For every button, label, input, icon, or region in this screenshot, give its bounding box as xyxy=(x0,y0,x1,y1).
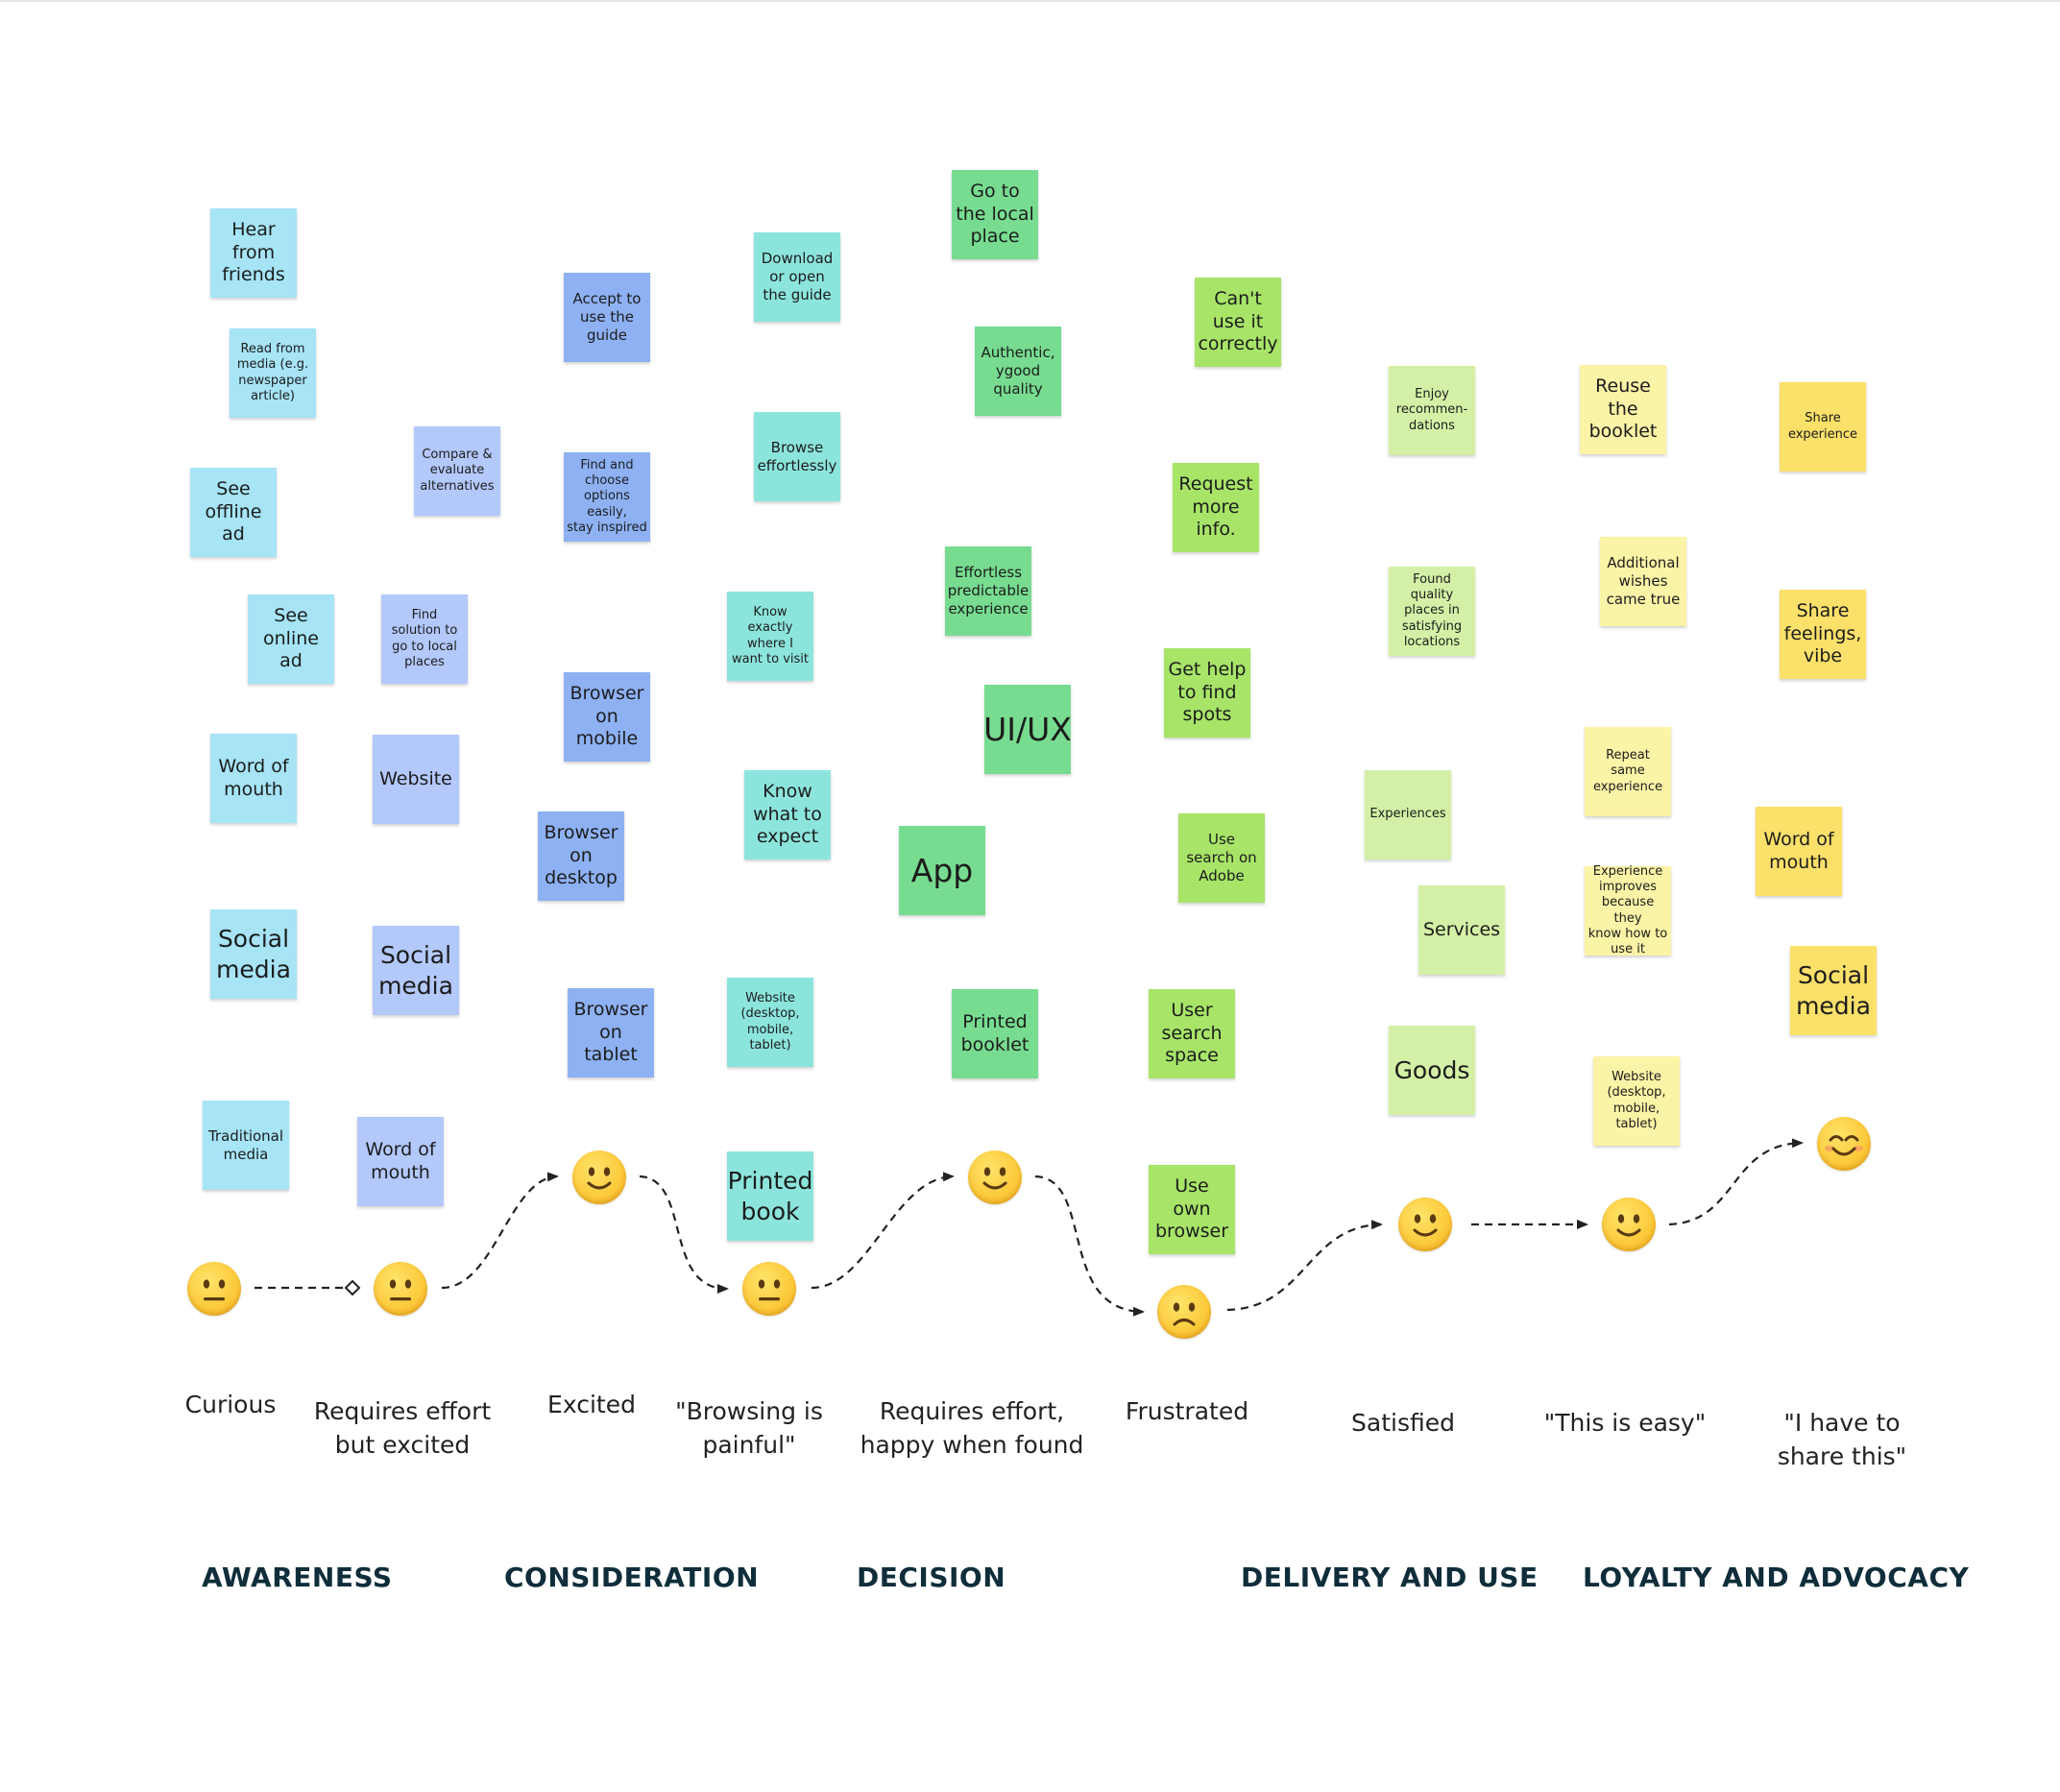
sticky-get-help-find-spots[interactable]: Get help to find spots xyxy=(1164,648,1250,738)
sticky-found-quality-places[interactable]: Found quality places in satisfying location… xyxy=(1389,567,1475,656)
sticky-word-of-mouth[interactable]: Word of mouth xyxy=(210,734,297,823)
smiling-face-icon xyxy=(572,1150,626,1204)
sticky-social-media[interactable]: Social media xyxy=(210,909,297,999)
sticky-read-from-media[interactable]: Read from media (e.g. newspaper article) xyxy=(230,328,316,418)
neutral-face-icon xyxy=(187,1262,241,1316)
sticky-experiences[interactable]: Experiences xyxy=(1365,770,1451,860)
sticky-website-devices-loyalty[interactable]: Website (desktop, mobile, tablet) xyxy=(1593,1056,1680,1146)
sticky-services[interactable]: Services xyxy=(1418,885,1505,975)
sticky-browser-on-desktop[interactable]: Browser on desktop xyxy=(538,811,624,901)
sticky-ui-ux[interactable]: UI/UX xyxy=(983,685,1072,774)
sticky-traditional-media[interactable]: Traditional media xyxy=(203,1101,289,1190)
smiling-face-icon xyxy=(1602,1198,1656,1251)
sticky-printed-booklet[interactable]: Printed booklet xyxy=(952,989,1038,1078)
sticky-word-of-mouth-advocacy[interactable]: Word of mouth xyxy=(1756,807,1842,896)
connector-2 xyxy=(441,1172,559,1290)
feeling-label: "This is easy" xyxy=(1543,1409,1707,1437)
feeling-label: Excited xyxy=(547,1391,636,1418)
sticky-website-devices[interactable]: Website (desktop, mobile, tablet) xyxy=(727,978,813,1067)
sticky-see-offline-ad[interactable]: See offline ad xyxy=(190,468,277,557)
happy-face-icon xyxy=(1817,1117,1871,1171)
sticky-user-search-space[interactable]: User search space xyxy=(1149,989,1235,1078)
stage-awareness: AWARENESS xyxy=(202,1562,393,1593)
sticky-browser-on-mobile[interactable]: Browser on mobile xyxy=(564,672,650,762)
smiling-face-icon xyxy=(1398,1198,1452,1251)
connector-4 xyxy=(811,1172,955,1290)
sticky-share-experience[interactable]: Share experience xyxy=(1780,382,1866,472)
sticky-find-and-choose[interactable]: Find and choose options easily, stay inspir… xyxy=(564,452,650,542)
sticky-word-of-mouth[interactable]: Word of mouth xyxy=(357,1117,444,1206)
sticky-browse-effortlessly[interactable]: Browse effortlessly xyxy=(754,412,840,501)
connector-3 xyxy=(639,1174,729,1294)
sticky-use-search-adobe[interactable]: Use search on Adobe xyxy=(1178,813,1265,903)
sticky-find-solution[interactable]: Find solution to go to local places xyxy=(381,594,468,684)
connector-1-diamond-end xyxy=(344,1279,361,1296)
frowning-face-icon xyxy=(1157,1285,1211,1339)
smiling-face-icon xyxy=(968,1150,1022,1204)
sticky-use-own-browser[interactable]: Use own browser xyxy=(1149,1165,1235,1254)
feeling-label: Curious xyxy=(184,1391,277,1418)
sticky-app[interactable]: App xyxy=(899,826,985,915)
feeling-label: Frustrated xyxy=(1125,1397,1249,1425)
sticky-effortless-experience[interactable]: Effortless predictable experience xyxy=(945,546,1031,636)
sticky-goods[interactable]: Goods xyxy=(1389,1026,1475,1115)
connector-5 xyxy=(1034,1174,1145,1317)
stage-delivery-and-use: DELIVERY AND USE xyxy=(1241,1562,1539,1593)
neutral-face-icon xyxy=(374,1262,427,1316)
neutral-face-icon xyxy=(742,1262,796,1316)
stage-loyalty-and-advocacy: LOYALTY AND ADVOCACY xyxy=(1583,1562,1970,1593)
feeling-label: Requires effort but excited xyxy=(313,1397,492,1459)
feeling-label: "Browsing is painful" xyxy=(675,1397,823,1459)
connector-6 xyxy=(1226,1220,1383,1312)
sticky-authentic-quality[interactable]: Authentic, ygood quality xyxy=(975,327,1061,416)
sticky-share-feelings-vibe[interactable]: Share feelings, vibe xyxy=(1780,590,1866,679)
sticky-request-more-info[interactable]: Request more info. xyxy=(1173,463,1259,552)
sticky-website[interactable]: Website xyxy=(373,735,459,824)
sticky-see-online-ad[interactable]: See online ad xyxy=(248,594,334,684)
sticky-cant-use-correctly[interactable]: Can't use it correctly xyxy=(1195,278,1281,367)
stage-consideration: CONSIDERATION xyxy=(504,1562,760,1593)
feeling-label: Requires effort, happy when found xyxy=(860,1397,1084,1459)
sticky-social-media-advocacy[interactable]: Social media xyxy=(1790,946,1877,1035)
sticky-experience-improves[interactable]: Experience improves because they know how t… xyxy=(1585,864,1671,957)
sticky-additional-wishes[interactable]: Additional wishes came true xyxy=(1600,537,1686,626)
sticky-repeat-experience[interactable]: Repeat same experience xyxy=(1585,727,1671,816)
sticky-social-media[interactable]: Social media xyxy=(373,926,459,1015)
feeling-label: Satisfied xyxy=(1351,1409,1455,1437)
sticky-go-to-local-place[interactable]: Go to the local place xyxy=(952,170,1038,259)
feeling-label: "I have to share this" xyxy=(1777,1409,1907,1470)
sticky-hear-from-friends[interactable]: Hear from friends xyxy=(210,208,297,298)
sticky-know-what-to-expect[interactable]: Know what to expect xyxy=(744,770,831,860)
sticky-download-guide[interactable]: Download or open the guide xyxy=(754,232,840,322)
sticky-reuse-booklet[interactable]: Reuse the booklet xyxy=(1580,365,1666,454)
sticky-accept-guide[interactable]: Accept to use the guide xyxy=(564,273,650,362)
stage-decision: DECISION xyxy=(857,1562,1006,1593)
sticky-printed-book[interactable]: Printed book xyxy=(727,1151,813,1241)
sticky-browser-on-tablet[interactable]: Browser on tablet xyxy=(568,988,654,1078)
connector-8 xyxy=(1668,1138,1804,1226)
sticky-enjoy-recommendations[interactable]: Enjoy recommen-dations xyxy=(1389,366,1475,455)
sticky-compare-evaluate[interactable]: Compare & evaluate alternatives xyxy=(414,426,500,516)
